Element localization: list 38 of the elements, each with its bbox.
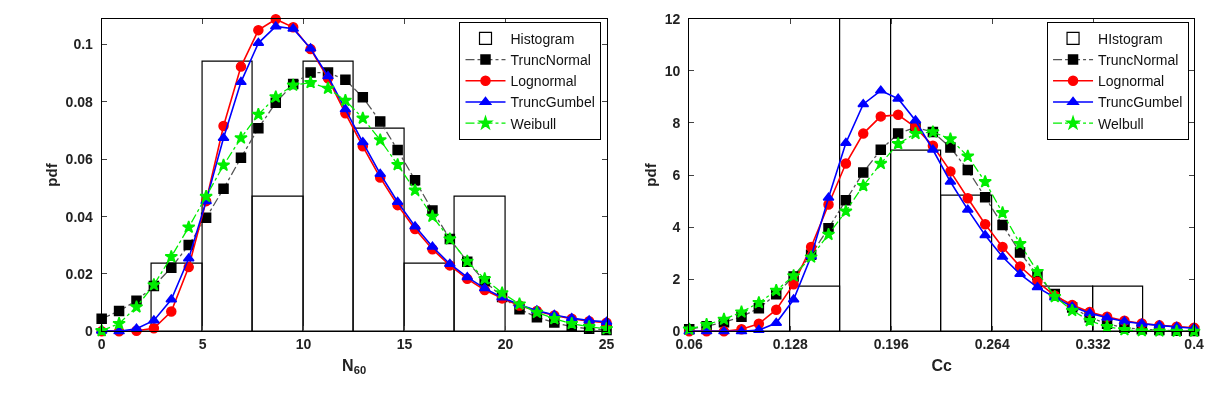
x-tick-label: 10 xyxy=(295,336,312,353)
x-tick-label: 25 xyxy=(598,336,615,353)
x-tick-label: 0.4 xyxy=(1184,336,1205,353)
x-tick-label: 0.264 xyxy=(974,336,1010,353)
legend-label: TruncNormal xyxy=(1098,52,1179,69)
y-tick-label: 0 xyxy=(672,323,681,340)
legend-label: Welbull xyxy=(1098,115,1144,132)
x-tick-label: 0.332 xyxy=(1075,336,1111,353)
x-axis-title: Cc xyxy=(931,356,952,374)
y-tick-label: 4 xyxy=(672,219,681,236)
legend-label: TruncGumbel xyxy=(1098,94,1183,111)
y-tick-label: 0.06 xyxy=(65,151,94,168)
x-tick-label: 15 xyxy=(396,336,413,353)
legend-label: Histogram xyxy=(510,30,575,47)
y-tick-label: 0.02 xyxy=(65,265,94,282)
legend-label: Lognormal xyxy=(1098,73,1165,90)
y-tick-label: 0 xyxy=(85,323,94,340)
x-tick-label: 0.128 xyxy=(772,336,808,353)
x-tick-label: 0 xyxy=(97,336,106,353)
legend-label: HIstogram xyxy=(1098,30,1163,47)
y-tick-label: 2 xyxy=(672,271,681,288)
y-tick-label: 0.04 xyxy=(65,208,94,225)
y-axis-title: pdf xyxy=(42,162,60,187)
x-tick-label: 5 xyxy=(198,336,207,353)
x-tick-label: 20 xyxy=(497,336,514,353)
x-tick-label: 0.196 xyxy=(873,336,909,353)
y-tick-label: 10 xyxy=(664,62,681,79)
y-tick-label: 12 xyxy=(664,10,681,27)
y-tick-label: 0.08 xyxy=(65,93,94,110)
legend-label: Weibull xyxy=(510,115,557,132)
y-tick-label: 0.1 xyxy=(73,36,94,53)
x-axis-title: N$_{60}$ xyxy=(342,356,367,377)
legend-label: TruncNormal xyxy=(510,52,591,69)
y-axis-title: pdf xyxy=(642,162,660,187)
legend-label: TruncGumbel xyxy=(510,94,595,111)
y-tick-label: 6 xyxy=(672,166,681,183)
y-tick-label: 8 xyxy=(672,114,681,131)
legend-label: Lognormal xyxy=(510,73,577,90)
